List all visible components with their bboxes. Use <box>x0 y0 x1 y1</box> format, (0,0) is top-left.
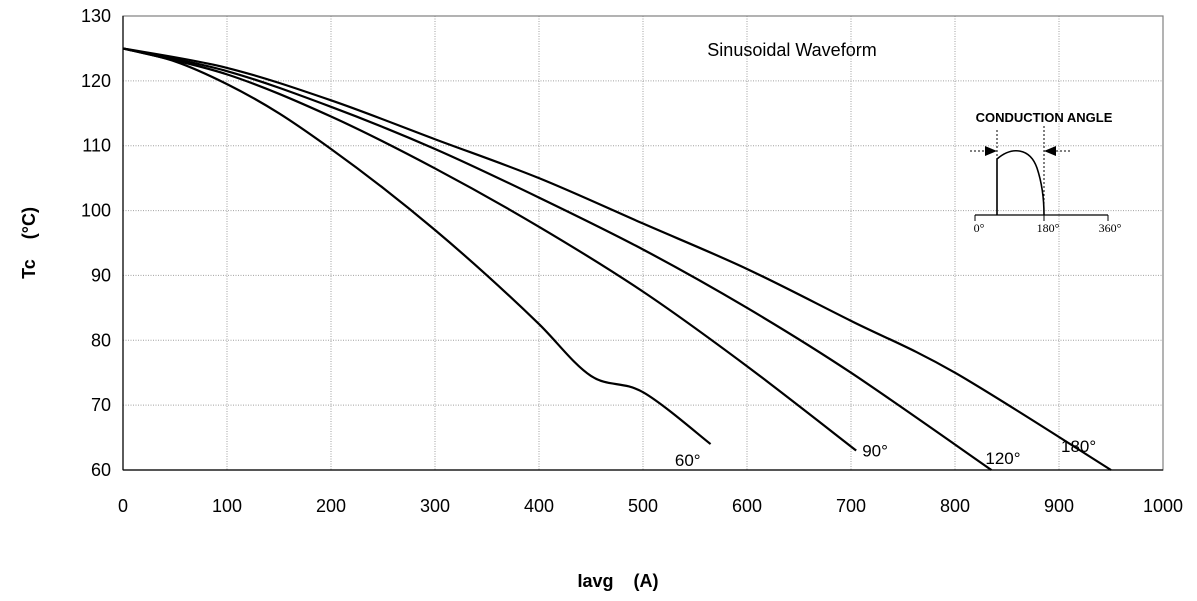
y-tick-labels: 60 70 80 90 100 110 120 130 <box>81 6 111 480</box>
conduction-angle-inset: CONDUCTION ANGLE 0° 180° 360° <box>970 110 1122 235</box>
y-tick-label: 90 <box>91 265 111 285</box>
y-tick-label: 60 <box>91 460 111 480</box>
grid <box>123 16 1163 470</box>
x-tick-label: 200 <box>316 496 346 516</box>
series-label-2: 120° <box>985 449 1020 468</box>
x-tick-label: 0 <box>118 496 128 516</box>
series-label-1: 90° <box>862 442 888 461</box>
series-line-2 <box>122 47 993 471</box>
y-tick-label: 130 <box>81 6 111 26</box>
inset-title: CONDUCTION ANGLE <box>976 110 1113 125</box>
x-tick-label: 100 <box>212 496 242 516</box>
inset-left-arrowhead <box>985 146 997 156</box>
series-label-3: 180° <box>1061 437 1096 456</box>
y-tick-label: 100 <box>81 201 111 221</box>
x-tick-label: 600 <box>732 496 762 516</box>
inset-waveform <box>996 150 1045 216</box>
x-tick-label: 700 <box>836 496 866 516</box>
inset-tick-label-360: 360° <box>1099 221 1122 235</box>
x-tick-labels: 0 100 200 300 400 500 600 700 800 900 1000 <box>118 496 1183 516</box>
x-tick-label: 300 <box>420 496 450 516</box>
y-tick-label: 120 <box>81 71 111 91</box>
inset-tick-label-180: 180° <box>1037 221 1060 235</box>
series-line-3 <box>122 47 1112 471</box>
x-tick-label: 500 <box>628 496 658 516</box>
series-label-0: 60° <box>675 451 701 470</box>
inset-tick-label-0: 0° <box>974 221 985 235</box>
x-axis-label: Iavg (A) <box>577 571 658 591</box>
x-tick-label: 900 <box>1044 496 1074 516</box>
y-axis-label: Tc (°C) <box>19 207 39 279</box>
series-line-1 <box>122 47 857 452</box>
y-tick-label: 70 <box>91 395 111 415</box>
x-tick-label: 1000 <box>1143 496 1183 516</box>
x-tick-label: 800 <box>940 496 970 516</box>
x-tick-label: 400 <box>524 496 554 516</box>
y-tick-label: 80 <box>91 330 111 350</box>
waveform-annotation: Sinusoidal Waveform <box>707 40 876 60</box>
y-tick-label: 110 <box>82 136 111 156</box>
series-group: 60° 90° 120° 180° <box>122 47 1112 471</box>
inset-right-arrowhead <box>1044 146 1056 156</box>
series-line-0 <box>122 47 712 445</box>
